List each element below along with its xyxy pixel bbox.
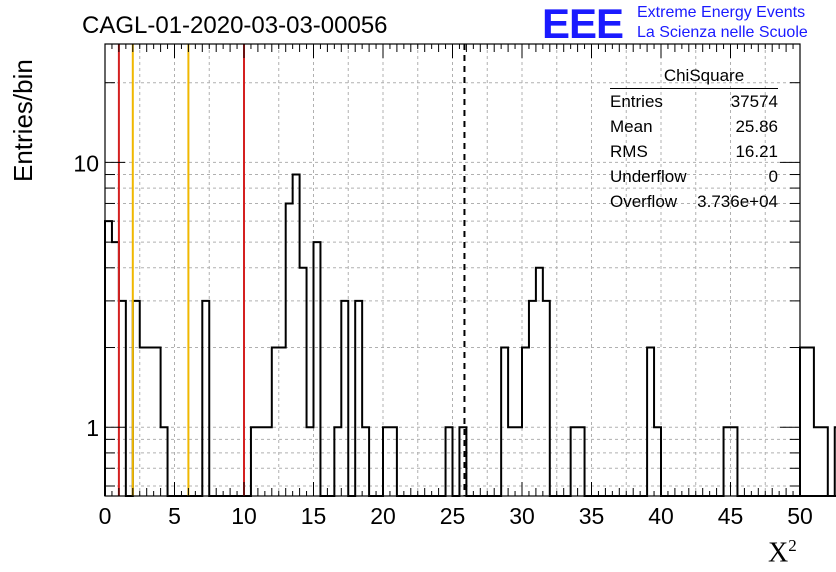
- stats-box-title: ChiSquare: [663, 66, 745, 85]
- x-tick-label: 30: [509, 503, 535, 529]
- stats-row-underflow: Underflow 0: [610, 164, 778, 189]
- histogram-line: [104, 173, 836, 497]
- stats-value: 16.21: [735, 142, 778, 161]
- y-tick-label: 10: [73, 150, 99, 176]
- x-tick-label: 40: [648, 503, 674, 529]
- y-tick-label: 1: [86, 415, 99, 441]
- x-tick-label: 10: [231, 503, 257, 529]
- stats-box-divider: [610, 88, 778, 89]
- x-tick-label: 20: [370, 503, 396, 529]
- org-name-line2: La Scienza nelle Scuole: [637, 24, 808, 41]
- stats-box: ChiSquare Entries 37574 Mean 25.86 RMS 16.2…: [610, 66, 778, 214]
- stats-row-entries: Entries 37574: [610, 89, 778, 114]
- stats-row-rms: RMS 16.21: [610, 139, 778, 164]
- x-tick-label: 15: [301, 503, 327, 529]
- x-tick-label: 45: [718, 503, 744, 529]
- stats-value: 25.86: [735, 117, 778, 136]
- stats-row-overflow: Overflow 3.736e+04: [610, 189, 778, 214]
- chart-title: CAGL-01-2020-03-03-00056: [82, 12, 388, 39]
- x-tick-label: 25: [440, 503, 466, 529]
- stats-label: Underflow: [610, 167, 687, 186]
- org-name-line1: Extreme Energy Events: [637, 4, 806, 21]
- stats-row-mean: Mean 25.86: [610, 114, 778, 139]
- x-tick-label: 5: [168, 503, 181, 529]
- stats-label: RMS: [610, 142, 648, 161]
- stats-label: Overflow: [610, 192, 678, 211]
- x-axis-label: X2: [768, 536, 797, 569]
- y-axis-label: Entries/bin: [8, 59, 38, 182]
- eee-logo: EEE: [542, 0, 624, 47]
- stats-value: 3.736e+04: [697, 192, 778, 211]
- x-tick-label: 0: [99, 503, 112, 529]
- stats-label: Entries: [610, 92, 663, 111]
- x-tick-label: 50: [787, 503, 813, 529]
- stats-value: 37574: [730, 92, 778, 111]
- stats-value: 0: [768, 167, 778, 186]
- stats-label: Mean: [610, 117, 653, 136]
- x-tick-label: 35: [579, 503, 605, 529]
